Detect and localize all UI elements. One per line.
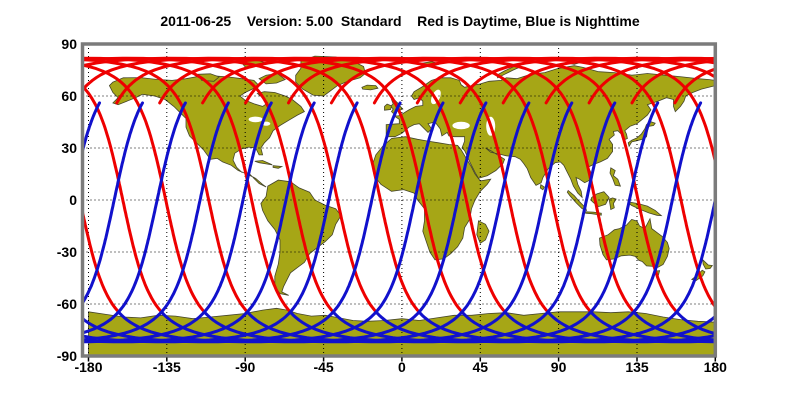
landmass [608, 197, 617, 211]
landmass [371, 136, 492, 261]
landmass [260, 179, 342, 296]
nighttime-track [720, 103, 800, 342]
y-tick-label: 0 [69, 192, 77, 208]
landmass [476, 220, 490, 244]
x-tick-label: -45 [313, 359, 333, 375]
continents-layer [88, 55, 716, 356]
nighttime-track [82, 101, 144, 306]
axis-ticks [87, 357, 717, 362]
plot-title: 2011-06-25 Version: 5.00 Standard Red is… [160, 13, 640, 29]
daytime-track [82, 84, 164, 315]
y-tick-label: 60 [61, 88, 77, 104]
daytime-track [82, 56, 293, 315]
daytime-track [115, 56, 465, 315]
y-axis-labels: 90 60 30 0 -30 -60 -90 [57, 36, 77, 364]
y-tick-label: -60 [57, 296, 77, 312]
water-body [452, 121, 470, 130]
x-axis-labels: -180 -135 -90 -45 0 45 90 135 180 [74, 359, 727, 375]
nighttime-track [675, 311, 716, 336]
y-tick-label: -90 [57, 348, 77, 364]
x-tick-label: 180 [704, 359, 728, 375]
daytime-track [673, 67, 716, 105]
daytime-track [82, 56, 336, 315]
x-tick-label: 90 [551, 359, 567, 375]
plot-frame [80, 42, 718, 358]
daytime-track [82, 56, 422, 315]
daytime-track [82, 205, 121, 315]
daytime-track [82, 56, 379, 315]
daytime-track [372, 56, 716, 310]
nighttime-track [82, 101, 187, 335]
daytime-track [718, 58, 800, 313]
daytime-track [587, 56, 716, 105]
x-tick-label: 135 [625, 359, 649, 375]
daytime-track [501, 56, 716, 105]
landmass [539, 184, 545, 191]
water-body [248, 116, 263, 123]
daytime-tracks [82, 56, 800, 315]
landmass [702, 258, 714, 270]
nighttime-tracks [82, 101, 800, 344]
daytime-track [287, 56, 636, 315]
y-tick-label: 30 [61, 140, 77, 156]
nighttime-track [632, 311, 716, 342]
landmass [627, 121, 656, 148]
daytime-track [458, 56, 716, 105]
daytime-track [82, 63, 207, 315]
landmass [628, 201, 663, 217]
x-tick-label: -180 [74, 359, 102, 375]
landmass [384, 103, 392, 111]
y-tick-label: 90 [61, 36, 77, 52]
daytime-track [82, 58, 250, 315]
daytime-track [329, 56, 679, 315]
daytime-track [544, 56, 716, 105]
x-tick-label: 45 [473, 359, 489, 375]
landmass [254, 160, 273, 166]
daytime-track [244, 56, 593, 315]
landmass [609, 167, 622, 187]
landmass [361, 84, 379, 91]
daytime-track [415, 56, 716, 168]
x-tick-label: -135 [153, 359, 181, 375]
landmass [272, 165, 284, 169]
x-tick-label: 0 [398, 359, 406, 375]
x-tick-label: -90 [235, 359, 255, 375]
daytime-track [201, 56, 550, 315]
y-tick-label: -30 [57, 244, 77, 260]
daytime-track [158, 56, 508, 315]
